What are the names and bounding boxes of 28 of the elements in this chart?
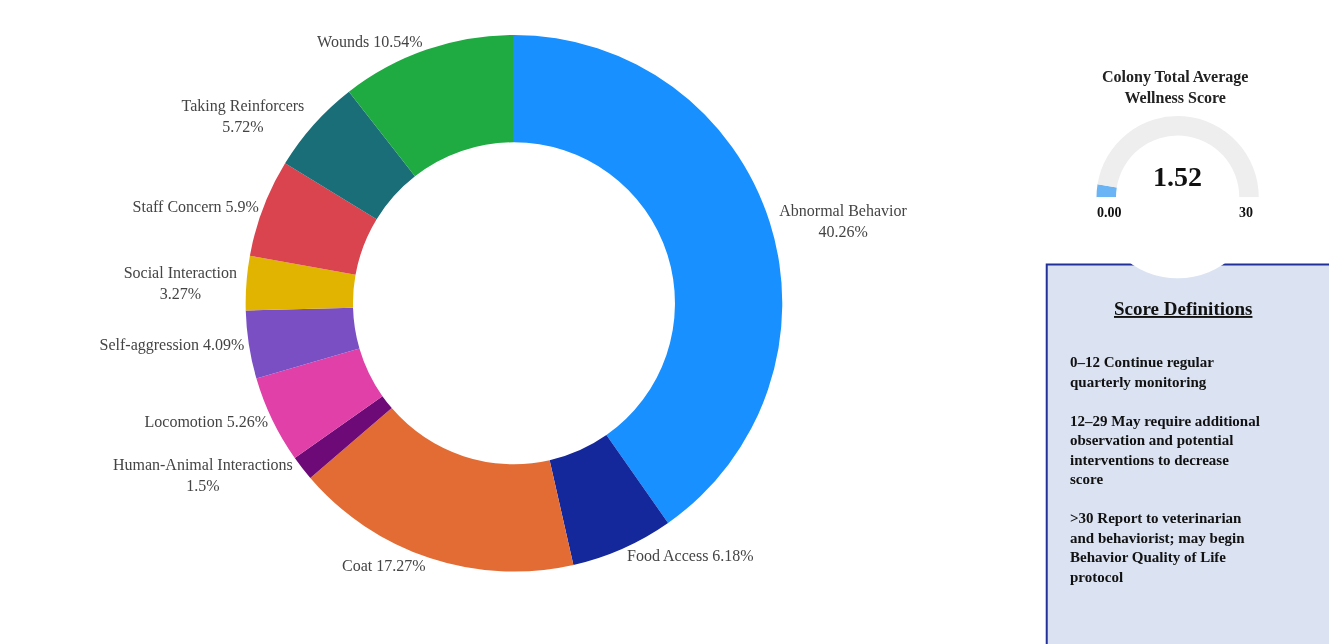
text: >30 Report to veterinarian and behaviorist; may begin Behavior Quality of Life protocol <box>1070 510 1246 585</box>
text: 0–12 Continue regular quarterly monitoring <box>1070 354 1215 390</box>
donut-slice <box>1097 116 1259 198</box>
slice-label: Abnormal Behavior <box>779 201 908 219</box>
donut-slice <box>245 307 360 379</box>
slice-label: Wounds 10.54% <box>317 33 423 51</box>
data-label: 3.27% <box>159 284 201 302</box>
data-label: 1.5% <box>186 477 220 495</box>
text: 0.00 <box>1097 205 1122 220</box>
donut-slice <box>245 255 356 311</box>
text: 30 <box>1239 205 1253 220</box>
slice-label: Food Access 6.18% <box>627 547 754 565</box>
text: Score Definitions <box>1114 298 1253 319</box>
donut-slice <box>310 408 574 572</box>
slice-label: Coat 17.27% <box>341 557 426 575</box>
slice-label: Social Interaction <box>123 264 237 282</box>
slice-label: Taking Reinforcers <box>181 97 305 116</box>
text: 12–29 May require additional observation and potential interventions to decrease score <box>1070 412 1260 487</box>
slice-label: Human-Animal Interactions <box>112 456 293 474</box>
data-label: 40.26% <box>818 222 868 240</box>
donut-slice <box>294 396 392 478</box>
donut-slice <box>1096 184 1117 198</box>
slice-label: Staff Concern 5.9% <box>132 198 259 216</box>
data-label: 5.72% <box>222 118 264 136</box>
text: 1.52 <box>1153 161 1202 192</box>
slice-label: Self-aggression 4.09% <box>99 336 245 355</box>
chart-title: Colony Total Average Wellness Score <box>1102 68 1249 106</box>
slice-label: Locomotion 5.26% <box>144 412 269 430</box>
